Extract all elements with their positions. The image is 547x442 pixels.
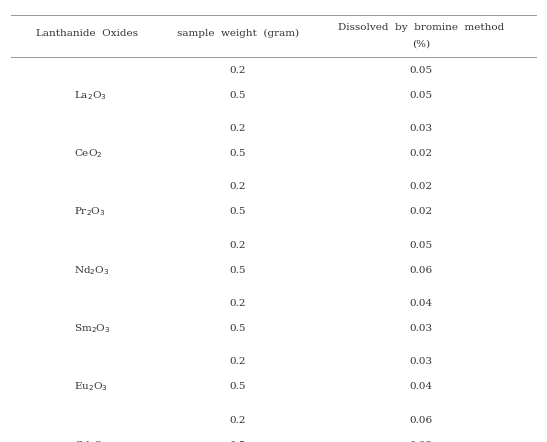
Text: 0.5: 0.5 <box>230 324 246 333</box>
Text: 0.2: 0.2 <box>230 299 246 308</box>
Text: 0.5: 0.5 <box>230 91 246 100</box>
Text: sample  weight  (gram): sample weight (gram) <box>177 29 299 38</box>
Text: Nd$_2$O$_3$: Nd$_2$O$_3$ <box>74 264 109 277</box>
Text: 0.5: 0.5 <box>230 266 246 275</box>
Text: CeO$_2$: CeO$_2$ <box>74 147 102 160</box>
Text: 0.05: 0.05 <box>410 91 433 100</box>
Text: Lanthanide  Oxides: Lanthanide Oxides <box>36 29 137 38</box>
Text: 0.02: 0.02 <box>410 149 433 158</box>
Text: 0.03: 0.03 <box>410 324 433 333</box>
Text: 0.05: 0.05 <box>410 240 433 250</box>
Text: 0.03: 0.03 <box>410 357 433 366</box>
Text: 0.05: 0.05 <box>410 65 433 75</box>
Text: 0.04: 0.04 <box>410 299 433 308</box>
Text: 0.02: 0.02 <box>410 182 433 191</box>
Text: 0.2: 0.2 <box>230 415 246 425</box>
Text: 0.2: 0.2 <box>230 240 246 250</box>
Text: 0.5: 0.5 <box>230 149 246 158</box>
Text: 0.04: 0.04 <box>410 382 433 392</box>
Text: 0.2: 0.2 <box>230 124 246 133</box>
Text: Dissolved  by  bromine  method: Dissolved by bromine method <box>338 23 504 32</box>
Text: 0.06: 0.06 <box>410 415 433 425</box>
Text: 0.03: 0.03 <box>410 124 433 133</box>
Text: 0.02: 0.02 <box>410 207 433 217</box>
Text: 0.03: 0.03 <box>410 441 433 442</box>
Text: 0.2: 0.2 <box>230 65 246 75</box>
Text: 0.2: 0.2 <box>230 182 246 191</box>
Text: (%): (%) <box>412 39 430 49</box>
Text: La$_2$O$_3$: La$_2$O$_3$ <box>74 89 107 102</box>
Text: Gd$_2$O$_3$: Gd$_2$O$_3$ <box>74 439 108 442</box>
Text: 0.5: 0.5 <box>230 207 246 217</box>
Text: Eu$_2$O$_3$: Eu$_2$O$_3$ <box>74 381 108 393</box>
Text: 0.2: 0.2 <box>230 357 246 366</box>
Text: 0.5: 0.5 <box>230 382 246 392</box>
Text: Sm$_2$O$_3$: Sm$_2$O$_3$ <box>74 322 110 335</box>
Text: 0.5: 0.5 <box>230 441 246 442</box>
Text: Pr$_2$O$_3$: Pr$_2$O$_3$ <box>74 206 106 218</box>
Text: 0.06: 0.06 <box>410 266 433 275</box>
